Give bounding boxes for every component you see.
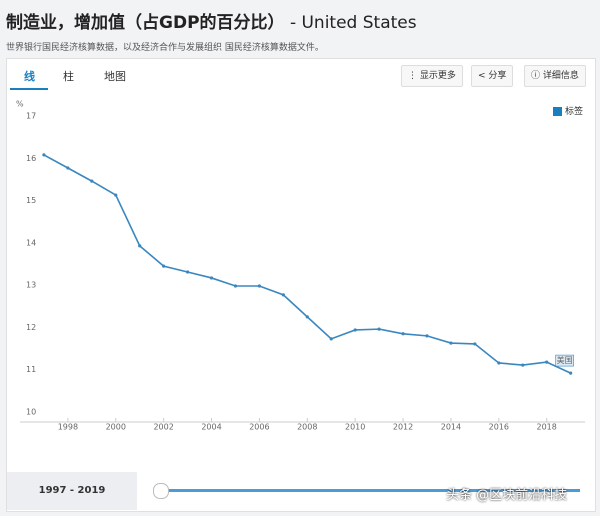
point — [162, 264, 166, 268]
y-tick-label: 17 — [26, 112, 36, 121]
x-tick-label: 1998 — [58, 423, 78, 432]
tab[interactable]: 地图 — [104, 70, 126, 83]
x-tick-label: 2018 — [537, 423, 557, 432]
point — [353, 328, 357, 332]
series-label-box — [555, 354, 574, 367]
x-tick-label: 2010 — [345, 423, 365, 432]
point — [281, 293, 285, 297]
point — [497, 361, 501, 365]
y-tick-label: 13 — [26, 281, 36, 290]
x-tick-label: 2016 — [489, 423, 509, 432]
y-tick-label: 12 — [26, 323, 36, 332]
slider-handle[interactable] — [153, 483, 169, 499]
point — [185, 270, 190, 274]
series-label: 美国 — [557, 355, 573, 365]
y-tick-label: 14 — [26, 238, 36, 247]
tab[interactable]: 线 — [24, 70, 35, 83]
tab-underline — [10, 88, 48, 90]
point — [401, 332, 405, 336]
point — [90, 179, 94, 183]
card — [6, 58, 596, 512]
title-text: 制造业，增加值（占GDP的百分比） — [6, 13, 285, 33]
watermark: 头条 @区块前沿科技 — [446, 488, 568, 503]
button[interactable]: < 分享 — [471, 65, 514, 87]
point — [138, 244, 142, 248]
point — [569, 371, 573, 375]
y-axis-label: % — [16, 100, 24, 109]
point — [449, 341, 453, 345]
x-tick-label: 2008 — [297, 423, 317, 432]
y-tick-label: 11 — [26, 365, 36, 374]
point — [473, 342, 477, 346]
point — [209, 276, 214, 280]
button[interactable]: ⓘ 详细信息 — [524, 65, 586, 87]
point — [305, 315, 309, 319]
point — [329, 337, 333, 341]
point — [66, 166, 70, 170]
button-label: 详细信息 — [542, 71, 579, 81]
point — [425, 334, 429, 338]
checkbox-label: 标签 — [565, 107, 584, 117]
line — [43, 154, 571, 374]
point — [233, 284, 238, 288]
button-label: 分享 — [488, 71, 507, 81]
y-tick-label: 16 — [26, 154, 36, 163]
country: - United States — [289, 13, 417, 33]
slider-track — [160, 489, 580, 492]
point — [521, 363, 525, 367]
point — [377, 327, 381, 331]
range-label: 1997 - 2019 — [7, 472, 137, 510]
button[interactable]: ⋮ 显示更多 — [401, 65, 463, 87]
tab[interactable]: 柱 — [63, 70, 74, 83]
button-label: 显示更多 — [419, 71, 456, 81]
x-tick-label: 2014 — [441, 423, 461, 432]
x-tick-label: 2000 — [106, 423, 126, 432]
point — [545, 360, 549, 364]
point — [114, 193, 118, 197]
title: 制造业，增加值（占GDP的百分比） - United States — [6, 8, 417, 33]
point — [42, 153, 46, 157]
x-tick-label: 2006 — [249, 423, 269, 432]
y-tick-label: 10 — [26, 408, 36, 417]
point — [257, 284, 262, 288]
checkbox[interactable]: 标签 — [553, 104, 583, 117]
source: 世界银行国民经济核算数据，以及经济合作与发展组织 国民经济核算数据文件。 — [6, 43, 324, 53]
y-tick-label: 15 — [26, 196, 36, 205]
x-tick-label: 2004 — [201, 423, 221, 432]
x-tick-label: 2002 — [153, 423, 173, 432]
x-tick-label: 2012 — [393, 423, 413, 432]
